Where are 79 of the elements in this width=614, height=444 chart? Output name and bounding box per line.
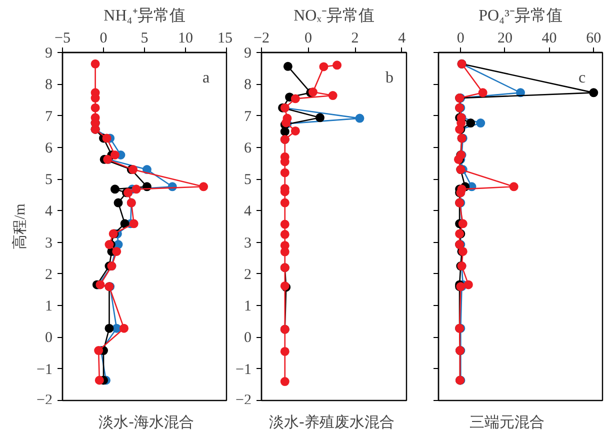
- x-tick-label: 20: [497, 30, 512, 46]
- point: [90, 59, 100, 68]
- point: [290, 94, 300, 104]
- point: [280, 377, 290, 386]
- point: [280, 230, 290, 239]
- annotation: a: [202, 70, 210, 86]
- y-tick-label: 1: [45, 298, 52, 315]
- point: [102, 134, 112, 143]
- y-tick-label: 9: [45, 46, 52, 62]
- y-tick-label: 3: [244, 235, 252, 252]
- x-tick-label: 4: [398, 30, 406, 46]
- point: [280, 346, 290, 356]
- point: [90, 103, 100, 112]
- text: 三端元混合: [469, 412, 544, 432]
- point: [328, 91, 338, 100]
- y-tick-label: −1: [236, 362, 252, 378]
- point: [104, 324, 114, 333]
- x-tick-label: 0: [304, 30, 312, 46]
- x-tick-label: 15: [218, 30, 232, 46]
- x-tick-label: 0: [456, 30, 464, 46]
- point: [478, 88, 488, 98]
- x-tick-label: 10: [178, 30, 193, 46]
- y-tick-label: 5: [45, 172, 52, 188]
- point: [466, 118, 476, 128]
- point: [110, 184, 120, 194]
- y-tick-label: 9: [244, 46, 252, 62]
- y-tick-label: 4: [45, 204, 53, 220]
- x-tick-label: 0: [100, 30, 108, 46]
- chart-title: NOₓ⁻异常值: [294, 6, 374, 24]
- point: [290, 126, 300, 136]
- point: [94, 346, 104, 356]
- point: [110, 150, 120, 160]
- chart-title: NH₄⁺异常值: [104, 6, 186, 24]
- point: [132, 184, 141, 194]
- y-tick-label: 5: [244, 172, 252, 188]
- x-tick-label: 2: [351, 30, 359, 46]
- y-tick-label: 2: [244, 266, 252, 283]
- x-tick-label: 5: [140, 30, 148, 46]
- text: 淡水-养殖废水混合: [269, 412, 394, 432]
- y-tick-label: 2: [45, 266, 52, 283]
- point: [464, 280, 473, 290]
- y-tick-label: 6: [244, 140, 252, 156]
- point: [114, 198, 123, 208]
- point: [332, 60, 342, 70]
- point: [280, 198, 290, 208]
- point: [94, 376, 104, 385]
- annotation: c: [578, 70, 586, 86]
- point: [199, 182, 208, 192]
- y-tick-label: 4: [244, 204, 252, 220]
- y-tick-label: 7: [45, 108, 53, 125]
- y-tick-label: 3: [45, 235, 52, 252]
- annotation: b: [386, 70, 394, 86]
- y-tick-label: 0: [244, 330, 252, 346]
- chart-title: PO₄³⁻异常值: [478, 6, 562, 24]
- x-tick-label: 40: [542, 30, 557, 46]
- x-tick-label: −5: [54, 30, 70, 46]
- point: [280, 220, 290, 229]
- point: [283, 62, 292, 71]
- point: [315, 113, 324, 122]
- y-axis-title: 高程/m: [12, 203, 29, 250]
- y-tick-label: 0: [45, 330, 52, 346]
- point: [476, 118, 486, 128]
- point: [589, 88, 598, 98]
- y-tick-label: −1: [36, 362, 53, 378]
- y-tick-label: 6: [45, 140, 53, 156]
- point: [120, 324, 128, 333]
- series-label: 淡水-海水混合: [98, 412, 194, 432]
- point: [280, 127, 290, 136]
- point: [319, 62, 328, 72]
- point: [280, 168, 290, 178]
- x-tick-label: 60: [586, 30, 602, 46]
- point: [129, 219, 138, 228]
- y-tick-label: 7: [244, 108, 252, 125]
- point: [509, 182, 518, 192]
- y-tick-label: 1: [244, 298, 252, 315]
- y-tick-label: 8: [244, 77, 252, 94]
- y-tick-label: 8: [45, 77, 52, 94]
- point: [355, 114, 364, 123]
- point: [120, 219, 130, 228]
